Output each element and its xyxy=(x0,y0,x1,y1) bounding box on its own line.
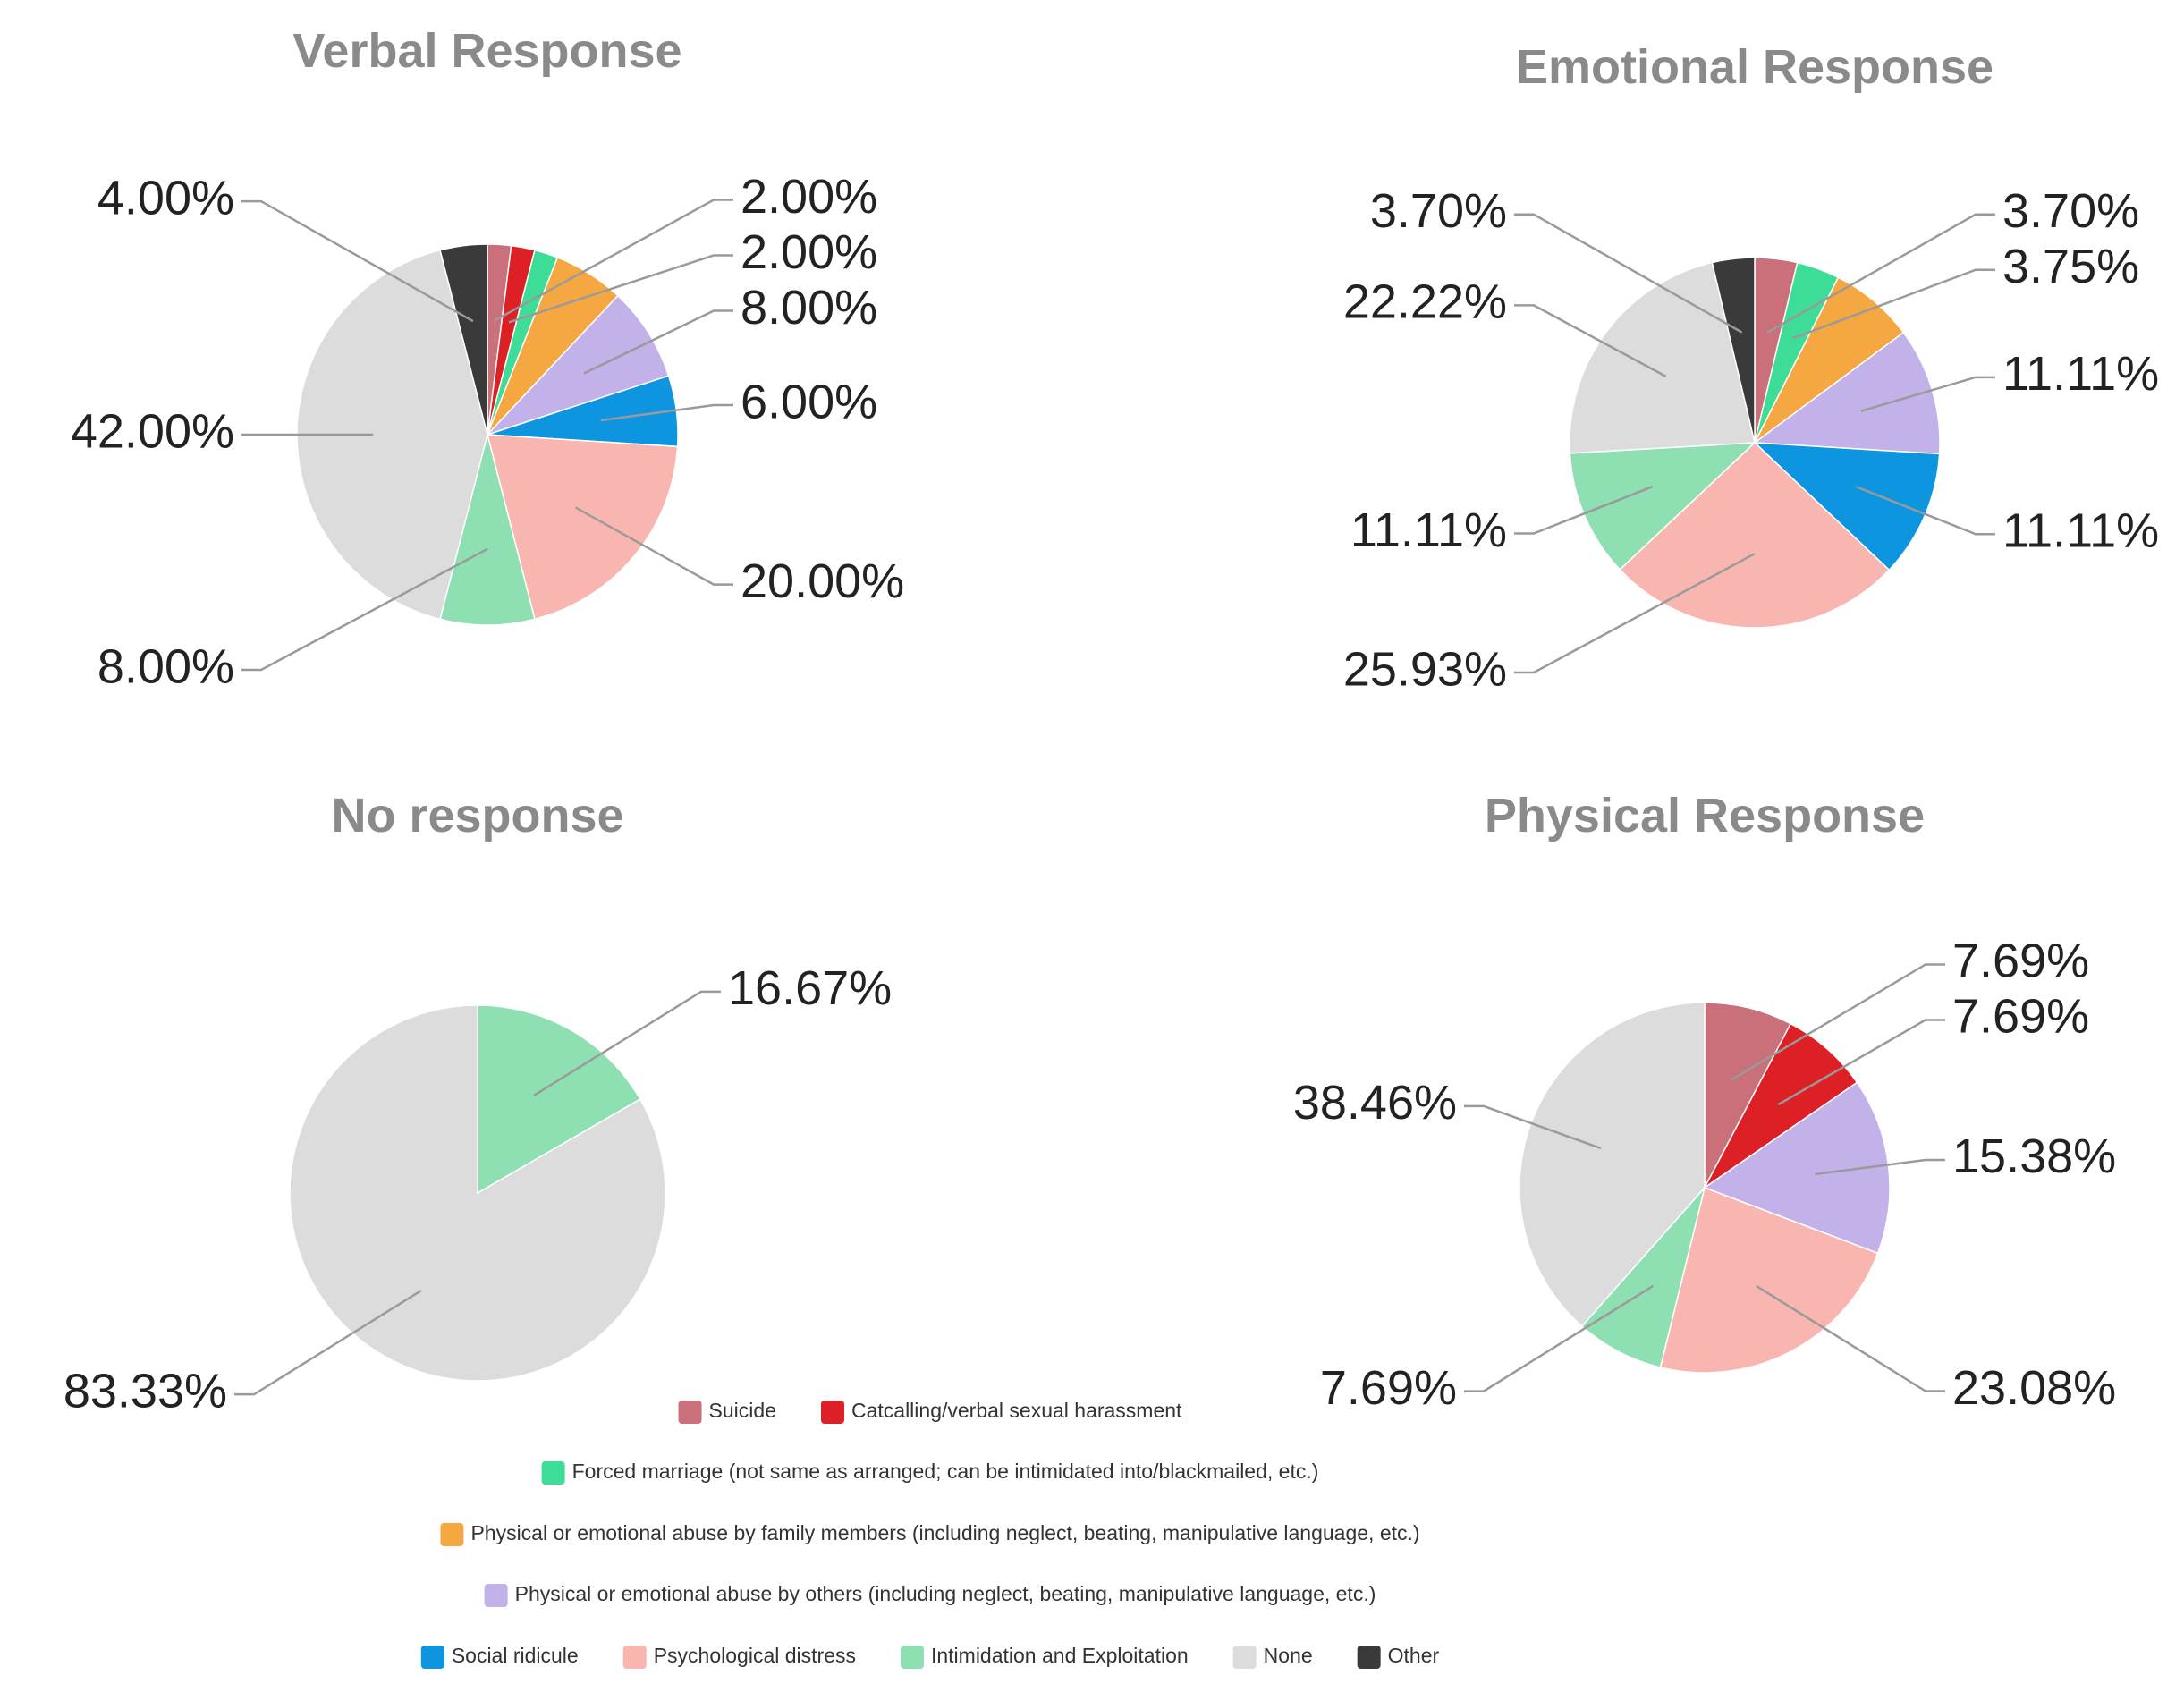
chart-title: No response xyxy=(331,789,623,842)
data-label: 7.69% xyxy=(1952,990,2089,1044)
pie-slice xyxy=(477,1004,641,1195)
data-label: 20.00% xyxy=(741,554,904,608)
leader-line xyxy=(241,547,488,672)
data-label: 3.75% xyxy=(2002,240,2139,293)
data-label: 15.38% xyxy=(1952,1130,2116,1183)
leader-line xyxy=(508,254,733,324)
legend-swatch xyxy=(900,1646,924,1669)
pie-slice xyxy=(1752,442,1941,571)
legend-label: Forced marriage (not same as arranged; c… xyxy=(572,1460,1319,1483)
data-label: 42.00% xyxy=(71,404,234,458)
pie-slice xyxy=(487,294,670,436)
legend-swatch xyxy=(420,1646,444,1669)
legend-label: Psychological distress xyxy=(654,1644,856,1667)
chart-title: Verbal Response xyxy=(292,24,681,78)
pie-slice xyxy=(1580,1187,1706,1368)
legend-swatch xyxy=(820,1401,844,1424)
legend-label: Social ridicule xyxy=(452,1644,579,1667)
data-label: 11.11% xyxy=(2002,347,2159,401)
legend-row: Suicide Catcalling/verbal sexual harassme… xyxy=(678,1399,1182,1424)
leader-line xyxy=(1464,1284,1654,1392)
pie-slice xyxy=(1704,1002,1792,1189)
legend-label: Catcalling/verbal sexual harassment xyxy=(851,1399,1182,1422)
leader-line xyxy=(1514,304,1667,377)
leader-line xyxy=(574,506,733,586)
pie-slice xyxy=(1519,1002,1706,1328)
legend-label: None xyxy=(1264,1644,1313,1667)
leader-line xyxy=(1856,486,1995,536)
legend-label: Other xyxy=(1388,1644,1440,1667)
legend-label: Suicide xyxy=(709,1399,776,1422)
pie-slice xyxy=(1711,257,1756,444)
legend-swatch xyxy=(1232,1646,1257,1669)
legend-row: Physical or emotional abuse by family me… xyxy=(440,1521,1420,1546)
data-label: 8.00% xyxy=(741,281,877,334)
pie-slice xyxy=(439,434,536,626)
data-label: 3.70% xyxy=(1370,184,1507,238)
pie-slice xyxy=(1569,442,1757,571)
data-label: 38.46% xyxy=(1293,1076,1457,1130)
data-label: 11.11% xyxy=(1350,504,1507,557)
pie-slice xyxy=(1704,1022,1858,1189)
leader-line xyxy=(1766,213,1995,334)
data-label: 25.93% xyxy=(1343,642,1507,696)
leader-line xyxy=(1514,213,1743,334)
data-label: 23.08% xyxy=(1952,1361,2116,1415)
leader-line xyxy=(1514,485,1654,535)
pie-slice xyxy=(289,1004,666,1382)
data-label: 7.69% xyxy=(1952,935,2089,988)
leader-line xyxy=(1815,1158,1945,1176)
data-label: 11.11% xyxy=(2002,504,2159,558)
pie-slice xyxy=(487,434,679,621)
leader-line xyxy=(1731,963,1945,1081)
chart-title: Physical Response xyxy=(1485,789,1925,842)
leader-line xyxy=(1792,268,1995,340)
legend-swatch xyxy=(622,1646,647,1669)
pie-slice xyxy=(1569,261,1756,454)
legend-row: Physical or emotional abuse by others (i… xyxy=(484,1582,1376,1607)
leader-line xyxy=(1464,1104,1602,1150)
legend-swatch xyxy=(440,1523,464,1546)
data-label: 16.67% xyxy=(728,961,892,1015)
leader-line xyxy=(583,309,733,375)
data-label: 83.33% xyxy=(63,1364,227,1417)
pie-slice xyxy=(1754,276,1905,444)
legend-swatch xyxy=(678,1401,702,1424)
legend-swatch xyxy=(541,1461,565,1485)
leader-line xyxy=(1777,1019,1945,1106)
leader-line xyxy=(533,990,721,1096)
data-label: 8.00% xyxy=(97,639,234,693)
data-label: 7.69% xyxy=(1320,1361,1457,1415)
data-label: 2.00% xyxy=(741,170,877,224)
pie-slice xyxy=(1619,441,1891,629)
leader-line xyxy=(600,403,733,422)
data-label: 3.70% xyxy=(2002,184,2139,238)
leader-line xyxy=(241,199,474,323)
pie-slice xyxy=(439,243,488,436)
legend-row: Forced marriage (not same as arranged; c… xyxy=(541,1460,1319,1485)
leader-line xyxy=(1860,376,1995,412)
leader-line xyxy=(1756,1284,1945,1392)
leader-line xyxy=(1514,553,1756,674)
data-label: 2.00% xyxy=(741,225,877,279)
leader-line xyxy=(234,1290,422,1396)
data-label: 6.00% xyxy=(741,375,877,428)
chart-title: Emotional Response xyxy=(1516,40,1994,94)
leader-line xyxy=(494,199,733,322)
data-label: 4.00% xyxy=(97,171,234,224)
legend-label: Physical or emotional abuse by others (i… xyxy=(515,1582,1376,1605)
data-label: 22.22% xyxy=(1343,275,1507,329)
legend-swatch xyxy=(484,1584,508,1607)
legend-label: Intimidation and Exploitation xyxy=(931,1644,1189,1667)
legend-label: Physical or emotional abuse by family me… xyxy=(470,1521,1419,1544)
legend-row: Social ridicule Psychological distress Int… xyxy=(420,1644,1440,1669)
legend-swatch xyxy=(1357,1646,1381,1669)
